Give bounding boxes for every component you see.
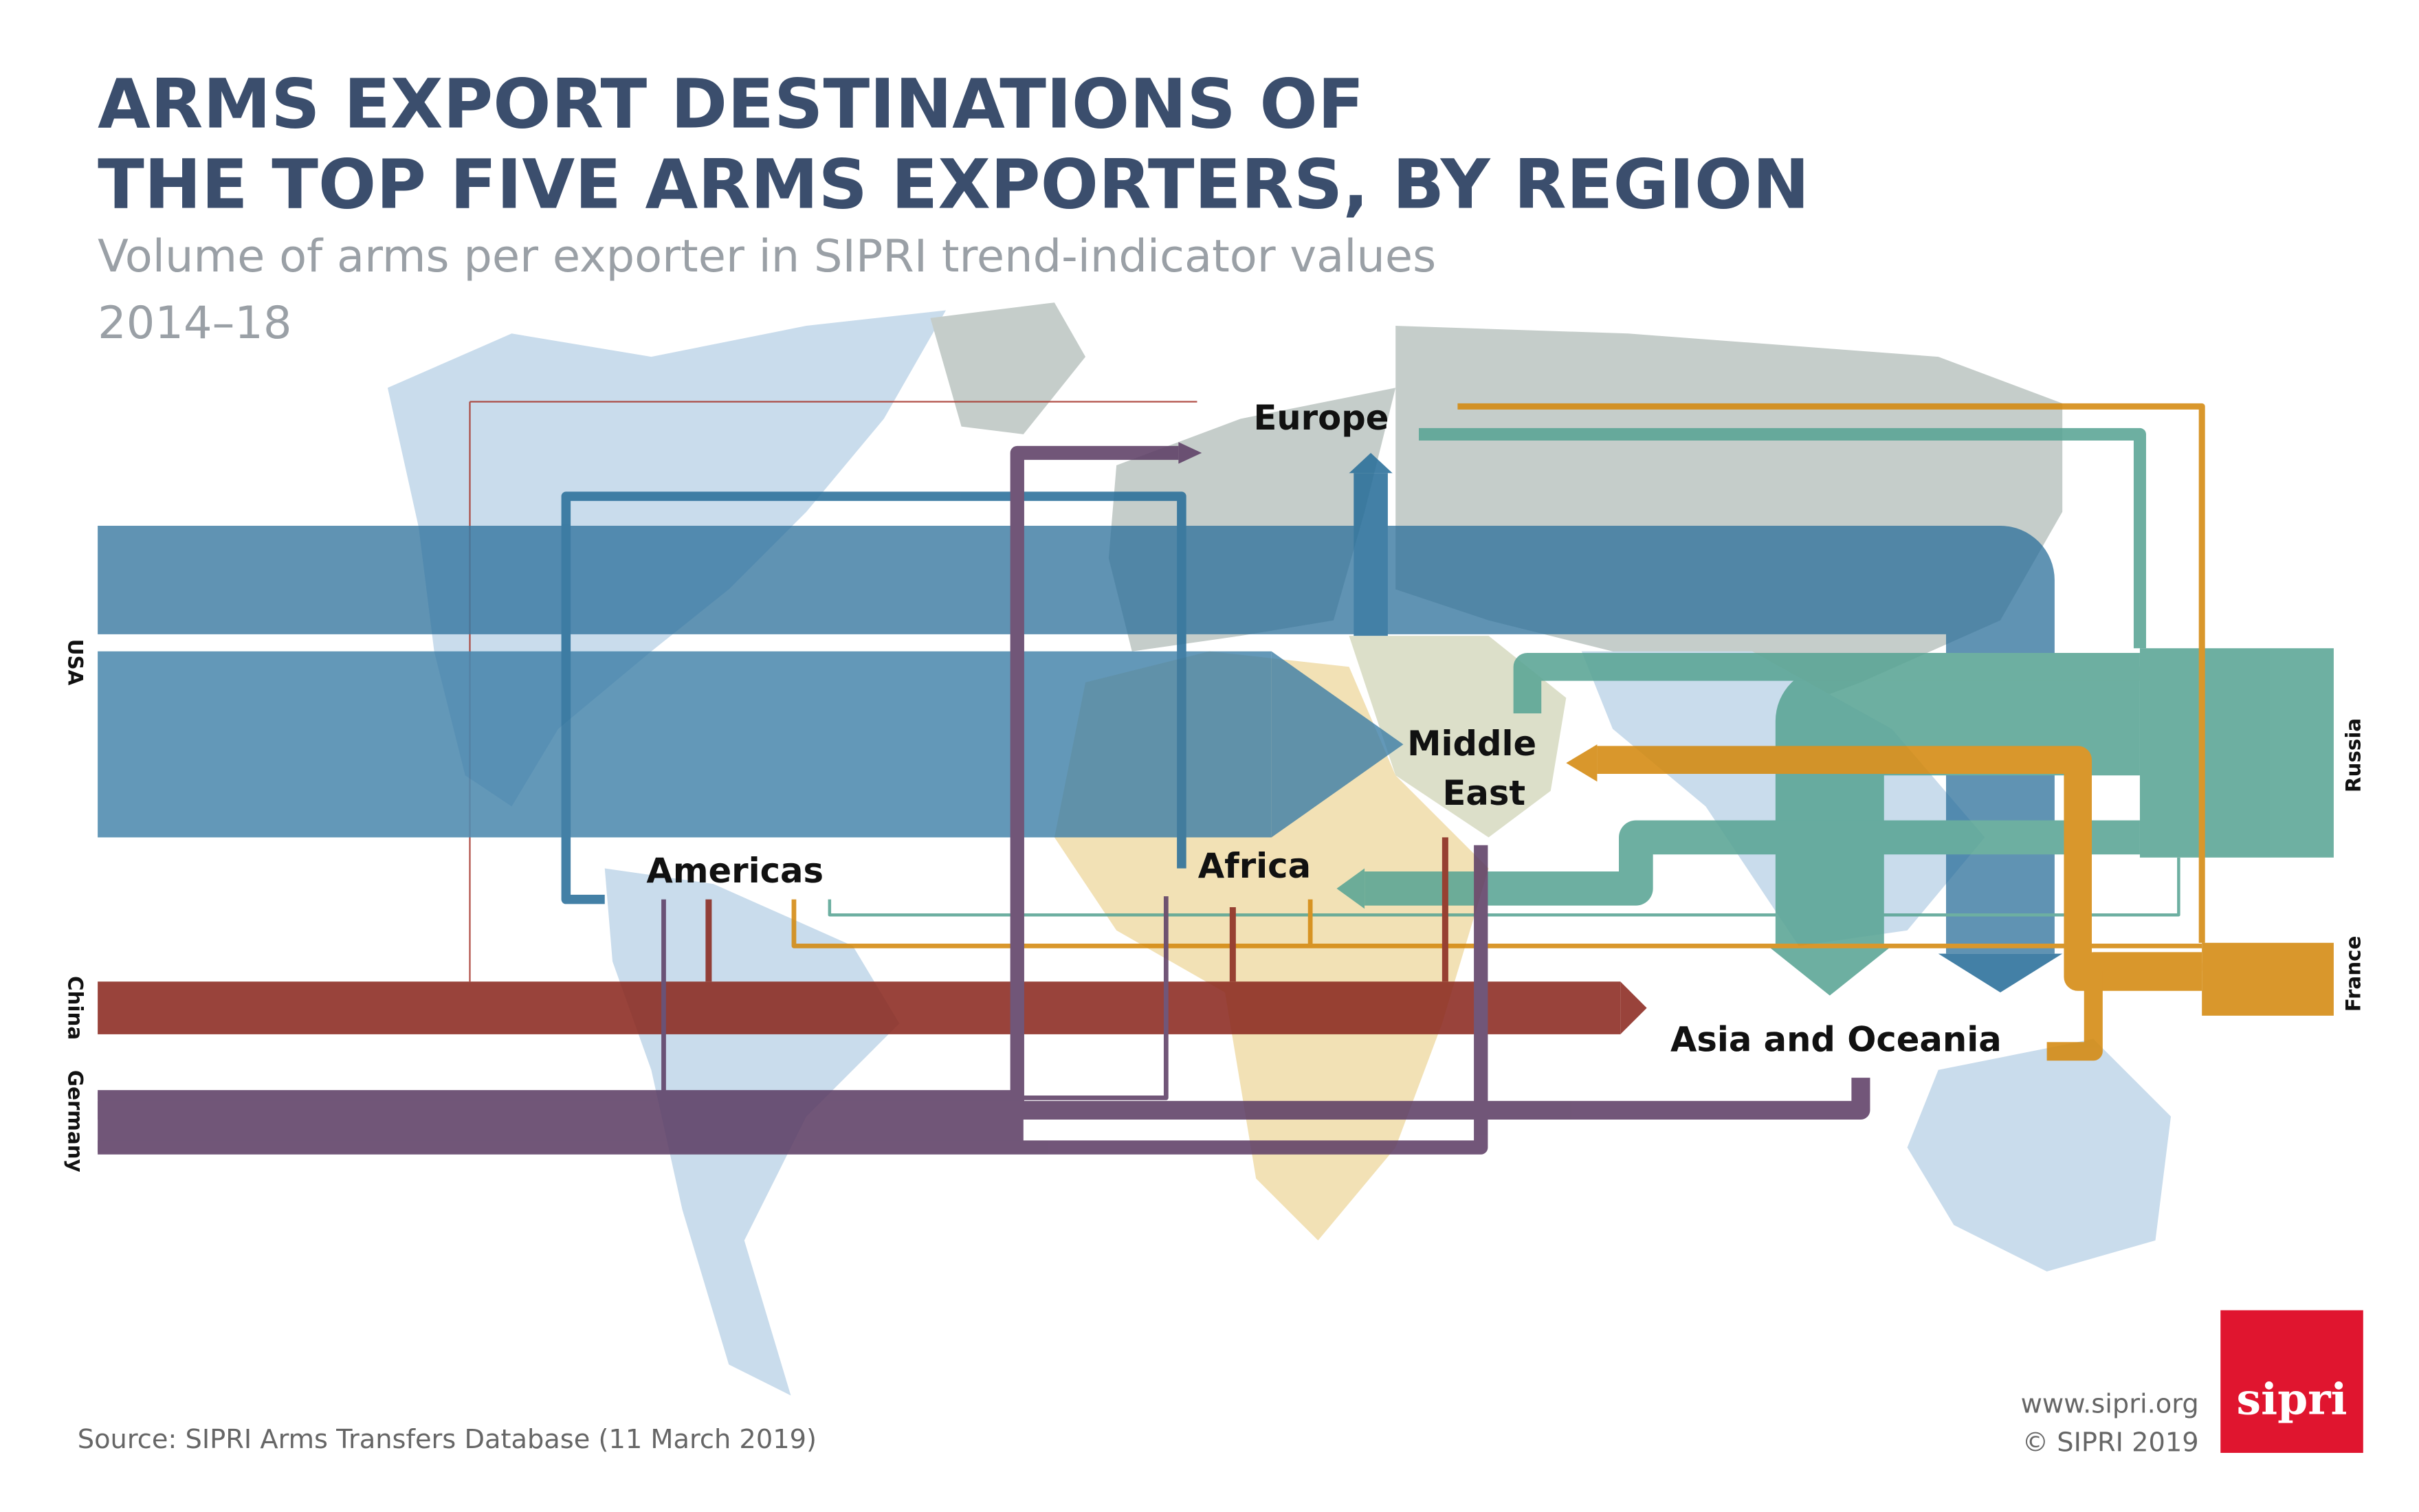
flows	[98, 401, 2334, 1155]
region-label: Middle East	[1407, 724, 1548, 813]
exporter-label: Germany	[63, 1070, 87, 1172]
region-label: Africa	[1198, 846, 1311, 886]
region-label-line: Middle	[1407, 724, 1536, 764]
logo: sipri	[2237, 1374, 2348, 1425]
logo-box	[2220, 1310, 2363, 1453]
region-label: Americas	[646, 851, 824, 891]
region-label-line: East	[1442, 773, 1525, 813]
title-line: THE TOP FIVE ARMS EXPORTERS, BY REGION	[98, 146, 1809, 225]
region-label: Europe	[1253, 398, 1389, 438]
title-line: ARMS EXPORT DESTINATIONS OF	[98, 65, 1364, 144]
exporter-label: France	[2341, 936, 2365, 1012]
exporter-label: Russia	[2341, 718, 2365, 792]
copyright: © SIPRI 2019	[2022, 1427, 2199, 1458]
source: Source: SIPRI Arms Transfers Database (1…	[78, 1424, 817, 1455]
period: 2014–18	[98, 297, 291, 349]
exporter-label: USA	[63, 639, 87, 686]
region-label: Asia and Oceania	[1670, 1020, 2002, 1060]
website: www.sipri.org	[2021, 1388, 2199, 1419]
exporter-label: China	[63, 976, 87, 1040]
subtitle: Volume of arms per exporter in SIPRI tre…	[98, 230, 1436, 282]
